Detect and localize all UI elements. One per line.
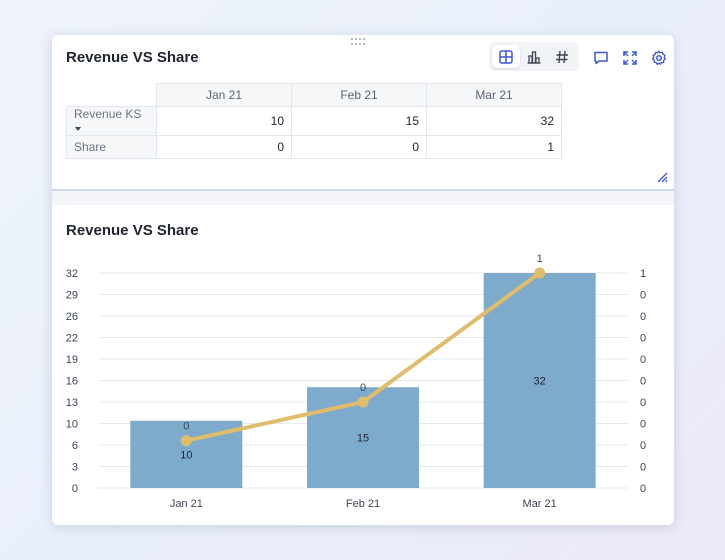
- table-row: Revenue KS 10 15 32: [66, 106, 562, 136]
- right-axis-tick-label: 0: [640, 290, 646, 302]
- column-header[interactable]: Jan 21: [156, 83, 292, 107]
- right-axis-tick-label: 0: [640, 483, 646, 495]
- left-axis-tick-label: 22: [66, 333, 78, 345]
- expand-icon: [623, 51, 637, 65]
- column-header[interactable]: Mar 21: [426, 83, 562, 107]
- line-point: [534, 267, 546, 279]
- left-axis-tick-label: 6: [72, 440, 78, 452]
- table-icon: [499, 49, 513, 64]
- left-axis-tick-label: 19: [66, 354, 78, 366]
- left-axis-tick-label: 0: [72, 483, 78, 495]
- right-axis-tick-label: 0: [640, 462, 646, 474]
- bar-value-label: 10: [180, 449, 192, 461]
- gear-icon: [651, 50, 667, 65]
- x-axis-tick-label: Feb 21: [346, 498, 380, 510]
- bar-value-label: 15: [357, 433, 369, 445]
- number-view-button[interactable]: [548, 45, 576, 68]
- comment-button[interactable]: [591, 48, 611, 68]
- line-value-label: 0: [360, 382, 366, 394]
- table-cell[interactable]: 1: [426, 135, 562, 159]
- drag-handle[interactable]: [350, 38, 366, 46]
- line-point: [357, 396, 369, 408]
- x-axis-tick-label: Mar 21: [523, 498, 557, 510]
- table-corner-cell: [66, 83, 157, 107]
- right-axis-tick-label: 0: [640, 376, 646, 388]
- table-cell[interactable]: 32: [426, 106, 562, 136]
- comment-icon: [594, 51, 608, 65]
- line-value-label: 0: [183, 421, 189, 433]
- right-axis-tick-label: 0: [640, 419, 646, 431]
- table-cell[interactable]: 0: [156, 135, 292, 159]
- table-cell[interactable]: 15: [291, 106, 427, 136]
- left-axis-tick-label: 32: [66, 268, 78, 280]
- hash-icon: [556, 50, 568, 63]
- bar: [483, 273, 596, 488]
- bar-chart-icon: [527, 50, 541, 64]
- chart-view-button[interactable]: [520, 45, 548, 68]
- data-table: Jan 21 Feb 21 Mar 21 Revenue KS 10 15 32…: [66, 83, 562, 159]
- chart-panel-title: Revenue VS Share: [66, 222, 199, 239]
- line-point: [180, 435, 192, 447]
- resize-handle-icon[interactable]: [656, 171, 668, 183]
- dashboard-card: Revenue VS Share: [52, 35, 674, 525]
- left-axis-tick-label: 10: [66, 419, 78, 431]
- row-menu-caret-icon[interactable]: [75, 126, 81, 131]
- left-axis-tick-label: 26: [66, 311, 78, 323]
- x-axis-tick-label: Jan 21: [170, 498, 203, 510]
- left-axis-tick-label: 3: [72, 462, 78, 474]
- settings-button[interactable]: [649, 48, 669, 68]
- right-axis-tick-label: 0: [640, 311, 646, 323]
- table-cell[interactable]: 10: [156, 106, 292, 136]
- panel-divider: [52, 191, 674, 205]
- right-axis-tick-label: 1: [640, 268, 646, 280]
- line-value-label: 1: [537, 253, 543, 265]
- table-row: Share 0 0 1: [66, 135, 562, 159]
- left-axis-tick-label: 16: [66, 376, 78, 388]
- bar-value-label: 32: [534, 376, 546, 388]
- right-axis-tick-label: 0: [640, 354, 646, 366]
- row-header[interactable]: Share: [66, 135, 157, 159]
- view-toggle-group: [489, 42, 579, 71]
- row-header-label: Revenue KS: [74, 107, 142, 121]
- table-panel-title: Revenue VS Share: [66, 49, 199, 66]
- table-view-button[interactable]: [492, 45, 520, 68]
- table-cell[interactable]: 0: [291, 135, 427, 159]
- column-header[interactable]: Feb 21: [291, 83, 427, 107]
- table-panel: Revenue VS Share: [52, 35, 674, 191]
- right-axis-tick-label: 0: [640, 440, 646, 452]
- right-axis-tick-label: 0: [640, 333, 646, 345]
- right-axis-tick-label: 0: [640, 397, 646, 409]
- expand-button[interactable]: [620, 48, 640, 68]
- table-header-row: Jan 21 Feb 21 Mar 21: [66, 83, 562, 107]
- left-axis-tick-label: 13: [66, 397, 78, 409]
- row-header[interactable]: Revenue KS: [66, 106, 157, 136]
- left-axis-tick-label: 29: [66, 290, 78, 302]
